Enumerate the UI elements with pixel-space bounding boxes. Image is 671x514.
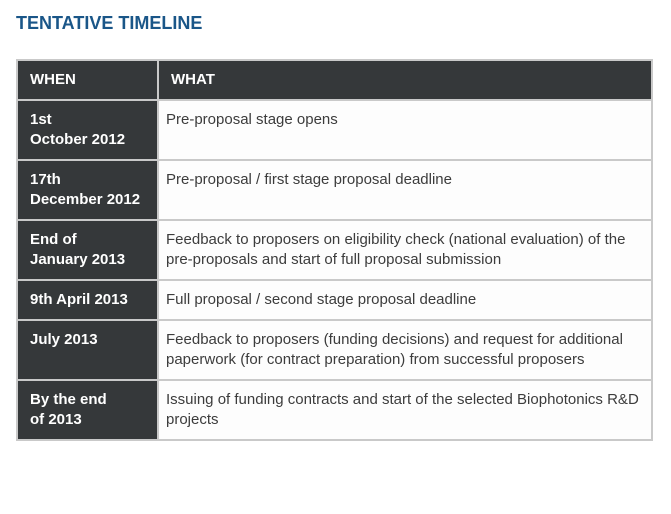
when-column-header: WHEN [16, 59, 159, 101]
when-cell: End of January 2013 [16, 219, 159, 281]
what-cell: Full proposal / second stage proposal de… [157, 279, 653, 321]
table-header-row: WHEN WHAT [16, 59, 653, 101]
timeline-table: WHEN WHAT 1st October 2012 Pre-proposal … [16, 59, 653, 441]
what-cell: Feedback to proposers on eligibility che… [157, 219, 653, 281]
table-row: 1st October 2012 Pre-proposal stage open… [16, 99, 653, 161]
table-row: End of January 2013 Feedback to proposer… [16, 219, 653, 281]
what-cell: Pre-proposal / first stage proposal dead… [157, 159, 653, 221]
table-row: 17th December 2012 Pre-proposal / first … [16, 159, 653, 221]
what-cell: Feedback to proposers (funding decisions… [157, 319, 653, 381]
when-cell: 9th April 2013 [16, 279, 159, 321]
table-row: 9th April 2013 Full proposal / second st… [16, 279, 653, 321]
what-cell: Issuing of funding contracts and start o… [157, 379, 653, 441]
when-cell: By the end of 2013 [16, 379, 159, 441]
page: TENTATIVE TIMELINE WHEN WHAT 1st October… [16, 13, 653, 441]
what-cell: Pre-proposal stage opens [157, 99, 653, 161]
table-row: July 2013 Feedback to proposers (funding… [16, 319, 653, 381]
when-cell: 1st October 2012 [16, 99, 159, 161]
when-cell: July 2013 [16, 319, 159, 381]
when-cell: 17th December 2012 [16, 159, 159, 221]
page-title: TENTATIVE TIMELINE [16, 13, 203, 33]
table-row: By the end of 2013 Issuing of funding co… [16, 379, 653, 441]
what-column-header: WHAT [157, 59, 653, 101]
